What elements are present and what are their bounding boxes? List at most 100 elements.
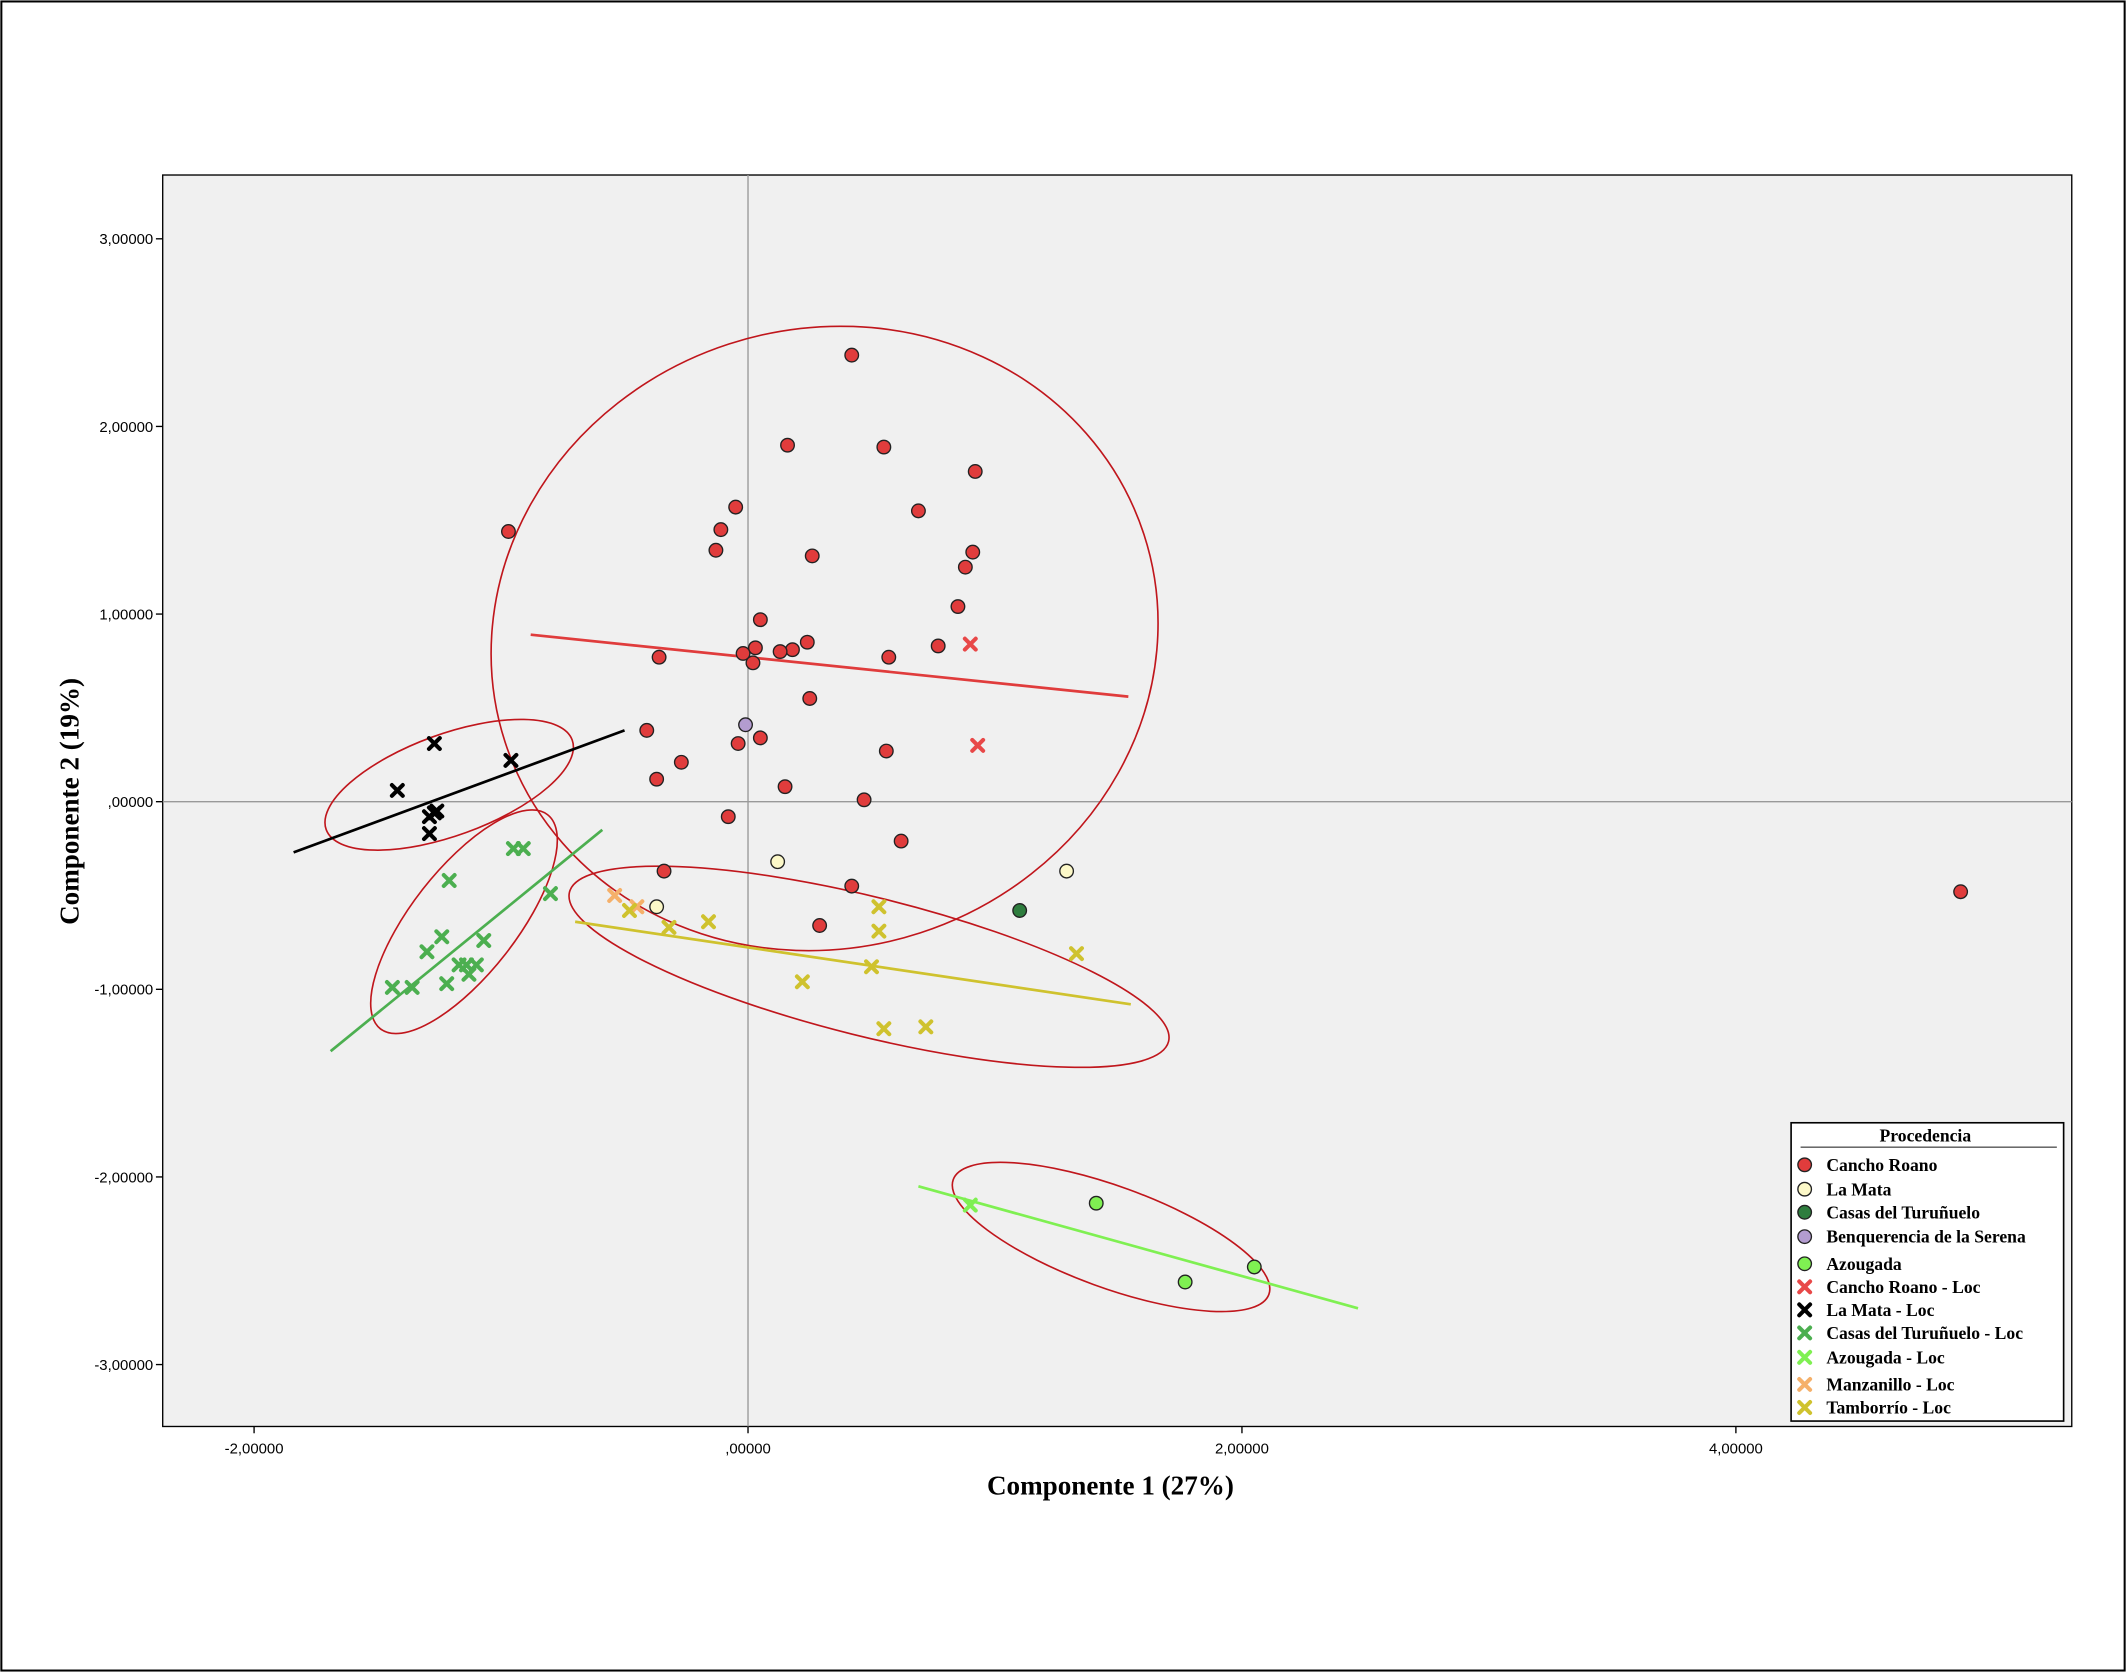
data-point (957, 559, 973, 575)
fit-line (530, 633, 1129, 698)
legend-marker (1797, 1325, 1813, 1341)
x-marker-stroke (1797, 1400, 1813, 1415)
data-point (1088, 1195, 1104, 1211)
x-marker-stroke (1797, 1325, 1813, 1341)
y-tick-label: -2,00000 (94, 1170, 153, 1186)
confidence-ellipse (369, 809, 559, 1035)
data-point (542, 886, 558, 902)
data-point (876, 439, 892, 455)
data-point (649, 899, 665, 915)
data-point (622, 903, 637, 918)
data-point (745, 655, 761, 671)
data-point (962, 636, 978, 652)
legend-label: Cancho Roano (1826, 1155, 1937, 1175)
data-point (804, 548, 820, 564)
legend-label: Azougada - Loc (1826, 1347, 1945, 1367)
data-point (461, 966, 477, 982)
x-marker-stroke (421, 826, 437, 842)
data-point (785, 642, 800, 658)
data-point (419, 944, 435, 960)
data-point (893, 833, 909, 849)
legend-marker (1797, 1181, 1813, 1197)
x-marker-stroke (970, 737, 986, 753)
data-point (1069, 946, 1084, 962)
x-marker-stroke (918, 1019, 934, 1035)
x-marker-stroke (476, 933, 492, 948)
data-point (1246, 1259, 1262, 1275)
x-marker-stroke (962, 636, 978, 652)
data-point (708, 542, 724, 558)
legend-marker (1797, 1302, 1813, 1318)
data-point (962, 1197, 978, 1213)
x-marker-stroke (1797, 1302, 1813, 1318)
x-marker-stroke (1069, 946, 1084, 962)
data-point (639, 722, 655, 738)
data-point (728, 499, 744, 515)
x-tick-label: -2,00000 (225, 1442, 284, 1458)
y-tick-label: 2,00000 (99, 420, 153, 436)
data-point (503, 752, 519, 768)
data-point (738, 717, 754, 733)
data-point (844, 878, 860, 894)
confidence-ellipse (490, 325, 1159, 952)
data-point (701, 914, 716, 930)
data-point (965, 544, 981, 560)
data-point (970, 737, 986, 753)
x-marker-stroke (794, 974, 810, 990)
data-point (871, 899, 887, 915)
data-point (1953, 884, 1969, 900)
data-point (656, 863, 672, 879)
x-marker-stroke (419, 944, 435, 960)
x-marker-stroke (629, 899, 645, 915)
legend-label: Azougada (1826, 1254, 1902, 1274)
legend-marker (1797, 1376, 1813, 1392)
data-point (876, 1021, 892, 1037)
x-marker-stroke (515, 841, 531, 857)
legend-marker (1797, 1229, 1813, 1245)
data-point (439, 976, 455, 992)
x-marker-stroke (434, 929, 450, 945)
x-marker-stroke (384, 979, 400, 995)
fit-line (918, 1185, 1359, 1310)
data-point (794, 974, 810, 990)
data-point (910, 503, 926, 519)
legend-marker (1797, 1157, 1813, 1173)
data-point (720, 809, 736, 825)
data-point (649, 771, 665, 787)
x-marker-stroke (389, 782, 405, 798)
data-point (856, 792, 872, 808)
x-marker-stroke (962, 1197, 978, 1213)
confidence-ellipse (951, 1161, 1271, 1313)
data-point (878, 743, 894, 759)
x-marker-stroke (864, 959, 879, 975)
data-point (501, 524, 516, 539)
data-point (777, 779, 793, 795)
x-marker-stroke (876, 1021, 892, 1037)
x-marker-stroke (404, 979, 420, 995)
x-marker-stroke (426, 736, 442, 751)
data-point (752, 730, 768, 746)
legend: Procedencia Cancho Roano La Mata Casas del… (1790, 1121, 2065, 1422)
x-marker-stroke (871, 923, 887, 939)
x-marker-stroke (607, 888, 623, 903)
legend-label: La Mata (1826, 1179, 1891, 1199)
data-point (404, 979, 420, 995)
legend-marker (1797, 1279, 1813, 1295)
data-point (607, 888, 623, 903)
data-point (384, 979, 400, 995)
data-point (1177, 1274, 1193, 1290)
x-marker-stroke (542, 886, 558, 902)
data-point (651, 649, 667, 665)
x-marker-stroke (1797, 1349, 1813, 1365)
data-point (747, 640, 763, 656)
legend-label: Casas del Turuñuelo - Loc (1826, 1323, 2023, 1343)
x-marker-stroke (426, 805, 442, 821)
data-point (864, 959, 879, 975)
y-tick-label: -3,00000 (94, 1358, 153, 1374)
data-point (434, 929, 450, 945)
data-point (673, 754, 689, 770)
legend-marker (1797, 1204, 1813, 1220)
confidence-ellipse (568, 865, 1170, 1069)
data-point (629, 899, 645, 915)
